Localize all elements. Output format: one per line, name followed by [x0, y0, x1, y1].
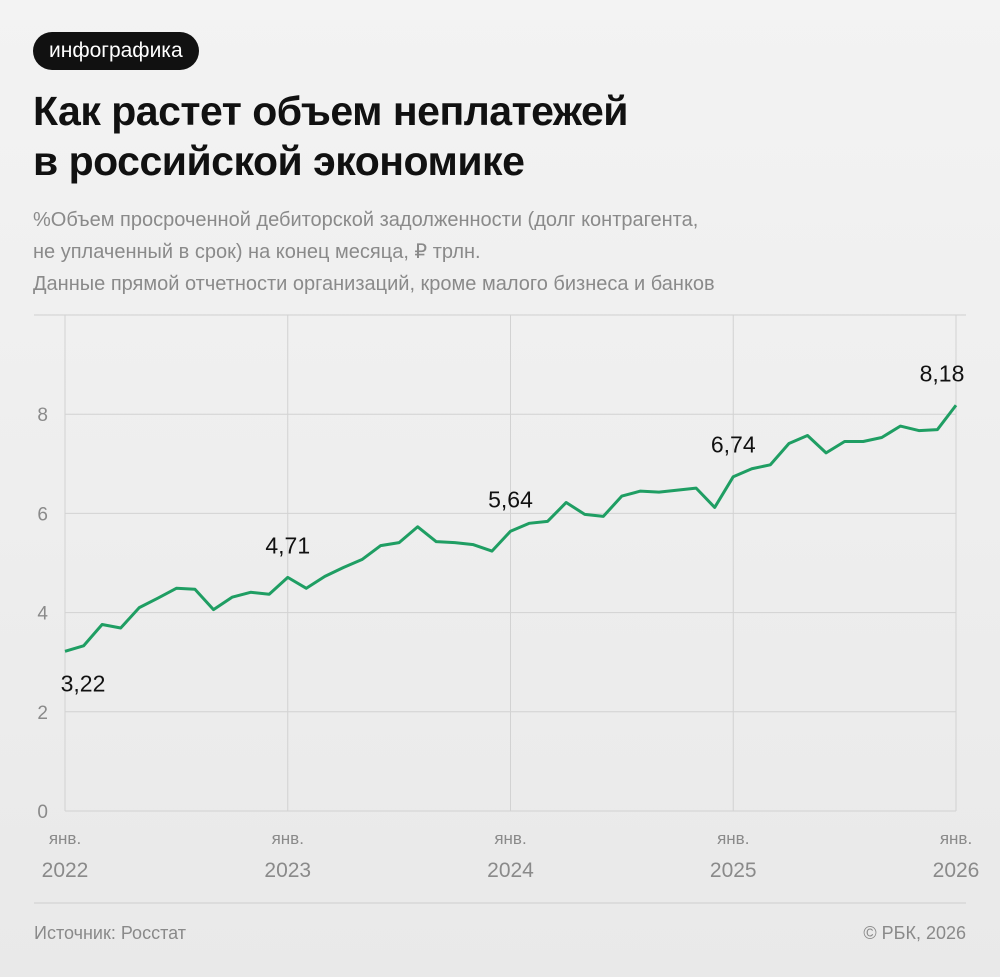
credit: © РБК, 2026 — [863, 923, 966, 943]
chart-title: Как растет объем неплатежей в российской… — [33, 86, 628, 186]
x-tick-label-line: янв. — [494, 829, 526, 848]
y-tick-label: 8 — [37, 405, 48, 426]
x-tick-label: янв. 2024 — [487, 829, 534, 882]
data-label: 4,71 — [265, 532, 310, 558]
subtitle: %Объем просроченной дебиторской задолжен… — [33, 204, 715, 300]
line — [64, 404, 958, 653]
x-tick-label-line: 2023 — [264, 859, 311, 882]
x-tick-label-line: янв. — [272, 829, 304, 848]
x-tick-label: янв. 2026 — [933, 829, 980, 882]
x-tick-label-line: 2024 — [487, 859, 534, 882]
subtitle-line: %Объем просроченной дебиторской задолжен… — [33, 209, 699, 231]
data-label: 8,18 — [920, 360, 965, 386]
data-label: 5,64 — [488, 486, 533, 512]
data-label: 3,22 — [61, 670, 106, 696]
title-line: Как растет объем неплатежей — [33, 88, 628, 134]
subtitle-line: не уплаченный в срок) на конец месяца, ₽… — [33, 241, 481, 263]
y-tick-label: 2 — [37, 703, 48, 724]
data-label: 6,74 — [711, 432, 756, 458]
x-tick-label-line: 2026 — [933, 859, 980, 882]
badge: инфографика — [33, 32, 199, 70]
source: Источник: Росстат — [34, 923, 186, 943]
x-tick-label-line: 2025 — [710, 859, 757, 882]
subtitle-line: Данные прямой отчетности организаций, кр… — [33, 273, 715, 295]
x-tick-label: янв. 2025 — [710, 829, 757, 882]
x-tick-label: янв. 2023 — [264, 829, 311, 882]
x-tick-label-line: янв. — [49, 829, 81, 848]
x-tick-label: янв. 2022 — [42, 829, 89, 882]
x-tick-label-line: 2022 — [42, 859, 89, 882]
y-tick-label: 6 — [37, 504, 48, 525]
title-line: в российской экономике — [33, 138, 525, 184]
x-tick-label-line: янв. — [940, 829, 972, 848]
y-tick-label: 4 — [37, 604, 48, 625]
x-tick-label-line: янв. — [717, 829, 749, 848]
y-tick-label: 0 — [37, 802, 48, 823]
